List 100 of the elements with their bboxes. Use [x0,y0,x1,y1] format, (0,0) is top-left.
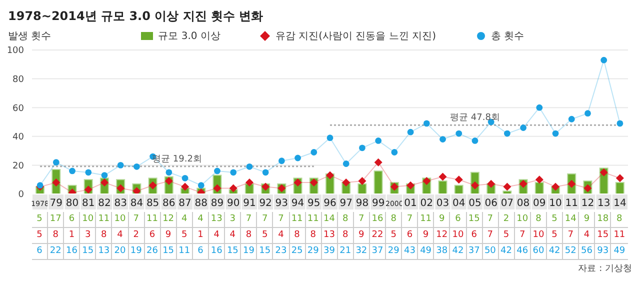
point [407,128,414,136]
point [600,56,608,64]
data-label: 15 [160,244,177,259]
data-label: 11 [612,229,626,242]
x-tick-label: 02 [420,198,434,209]
data-label: 14 [322,212,338,227]
data-label: 43 [402,244,418,259]
data-label: 3 [225,212,242,227]
data-label: 8 [290,228,306,243]
data-label: 5 [32,228,48,243]
data-label: 49 [612,245,626,258]
data-label: 5 [498,228,515,243]
data-label: 9 [418,228,434,243]
y-tick-label: 100 [6,46,24,56]
x-tick-label: 79 [50,198,63,209]
data-label: 11 [96,212,112,227]
point [375,138,382,144]
x-tick-label: 01 [404,198,417,209]
data-label: 7 [482,228,499,243]
data-label: 4 [579,228,596,243]
data-label: 10 [530,228,547,243]
x-tick-label: 10 [549,198,562,209]
data-label: 13 [209,212,226,227]
point [600,168,608,176]
point [552,182,560,191]
point [294,154,301,162]
y-tick-label: 40 [12,132,24,143]
x-tick-label: 80 [66,198,79,209]
data-label: 6 [192,244,210,259]
data-label: 13 [96,244,112,259]
data-label: 22 [370,228,386,243]
point [359,144,366,152]
x-tick-label: 12 [581,198,594,209]
point [472,138,478,144]
data-label: 42 [498,244,515,259]
point [438,172,447,181]
x-tick-label: 11 [565,198,578,209]
data-label: 56 [579,244,596,259]
data-label: 4 [112,228,129,243]
data-label: 18 [595,212,612,227]
point [423,120,430,127]
x-tick-label: 98 [356,198,369,209]
y-tick-label: 0 [18,190,24,200]
data-label: 8 [338,228,354,243]
data-label: 5 [547,228,564,243]
point [535,176,544,184]
point [132,187,141,194]
point [584,110,591,117]
y-tick-label: 80 [12,74,24,85]
point [552,130,559,137]
data-label: 8 [616,213,624,226]
data-label: 2 [498,212,515,227]
data-label: 21 [338,244,354,259]
data-label: 10 [450,228,467,243]
point [326,171,334,180]
data-label: 19 [241,244,258,259]
point [117,162,124,168]
point [504,130,510,137]
point [454,176,463,184]
data-label: 16 [209,244,226,259]
data-label: 11 [418,212,434,227]
x-tick-label: 83 [114,198,127,209]
x-tick-label: 92 [259,198,272,209]
point [134,163,140,170]
data-label: 7 [273,212,290,227]
legend-label: 규모 3.0 이상 [158,30,220,43]
text: 자료 : 기상청 [577,263,632,275]
bar [454,184,464,194]
point [85,169,92,176]
x-tick-label: 07 [500,198,514,209]
x-tick-label: 14 [614,198,626,209]
data-label: 7 [563,228,580,243]
point [390,182,398,191]
point [181,182,190,191]
data-label: 42 [450,244,467,259]
data-label: 15 [595,228,612,243]
data-label: 26 [144,244,161,259]
data-label: 46 [514,244,531,259]
point [520,124,526,131]
data-label: 10 [514,212,531,227]
data-label: 42 [547,244,564,259]
legend-label: 유감 지진(사람이 진동을 느낀 지진) [275,30,436,43]
data-label: 52 [563,244,580,259]
x-tick-label: 81 [82,198,95,209]
point [568,116,575,122]
chart-title: 1978∼2014년 규모 3.0 이상 지진 횟수 변화 [8,8,264,24]
data-label: 15 [225,244,242,259]
x-tick-label: 90 [226,198,240,209]
x-tick-label: 88 [194,198,208,209]
data-label: 60 [530,244,547,259]
x-tick-label: 96 [324,198,336,209]
data-label: 8 [48,228,64,243]
data-label: 5 [257,228,274,243]
ref-line-label: 평균 47.8회 [450,113,500,124]
data-label: 4 [273,228,290,243]
x-tick-label: 03 [436,198,450,209]
point [69,168,76,174]
point [326,134,334,142]
data-label: 7 [402,212,418,227]
point [245,178,254,186]
